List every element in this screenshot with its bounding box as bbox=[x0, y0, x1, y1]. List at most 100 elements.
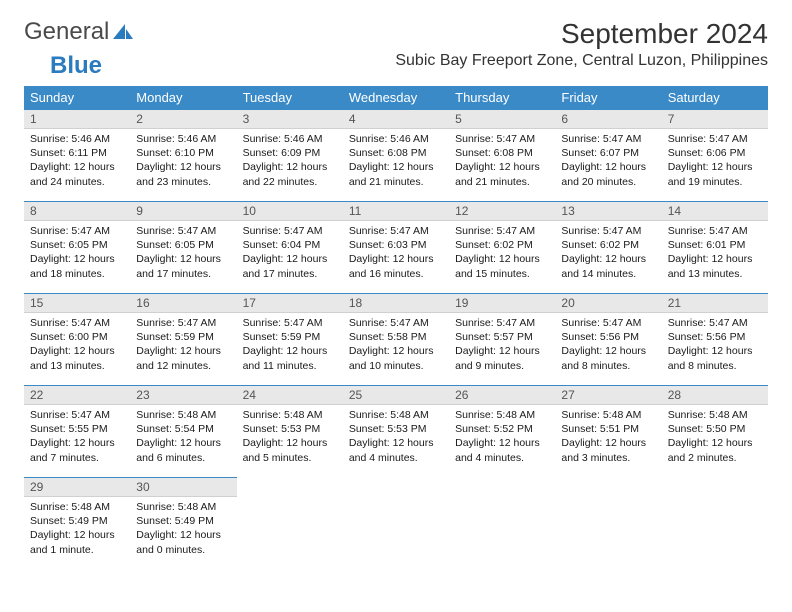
day-number: 15 bbox=[24, 294, 130, 313]
day-details: Sunrise: 5:47 AMSunset: 5:56 PMDaylight:… bbox=[555, 313, 661, 376]
day-number: 8 bbox=[24, 202, 130, 221]
day-details: Sunrise: 5:48 AMSunset: 5:51 PMDaylight:… bbox=[555, 405, 661, 468]
logo-sail-icon bbox=[112, 23, 134, 41]
day-number: 21 bbox=[662, 294, 768, 313]
calendar-day: 7Sunrise: 5:47 AMSunset: 6:06 PMDaylight… bbox=[662, 109, 768, 201]
day-details: Sunrise: 5:47 AMSunset: 6:07 PMDaylight:… bbox=[555, 129, 661, 192]
day-number: 10 bbox=[237, 202, 343, 221]
day-details: Sunrise: 5:47 AMSunset: 6:01 PMDaylight:… bbox=[662, 221, 768, 284]
day-number: 16 bbox=[130, 294, 236, 313]
day-number: 2 bbox=[130, 110, 236, 129]
calendar-day: 20Sunrise: 5:47 AMSunset: 5:56 PMDayligh… bbox=[555, 293, 661, 385]
day-details: Sunrise: 5:48 AMSunset: 5:54 PMDaylight:… bbox=[130, 405, 236, 468]
day-number: 23 bbox=[130, 386, 236, 405]
day-details: Sunrise: 5:47 AMSunset: 5:55 PMDaylight:… bbox=[24, 405, 130, 468]
day-number: 25 bbox=[343, 386, 449, 405]
day-number: 9 bbox=[130, 202, 236, 221]
calendar-day: 12Sunrise: 5:47 AMSunset: 6:02 PMDayligh… bbox=[449, 201, 555, 293]
calendar-empty bbox=[555, 477, 661, 569]
calendar-day: 18Sunrise: 5:47 AMSunset: 5:58 PMDayligh… bbox=[343, 293, 449, 385]
calendar-day: 29Sunrise: 5:48 AMSunset: 5:49 PMDayligh… bbox=[24, 477, 130, 569]
calendar-day: 27Sunrise: 5:48 AMSunset: 5:51 PMDayligh… bbox=[555, 385, 661, 477]
day-details: Sunrise: 5:46 AMSunset: 6:08 PMDaylight:… bbox=[343, 129, 449, 192]
day-number: 29 bbox=[24, 478, 130, 497]
calendar-day: 21Sunrise: 5:47 AMSunset: 5:56 PMDayligh… bbox=[662, 293, 768, 385]
day-details: Sunrise: 5:47 AMSunset: 5:59 PMDaylight:… bbox=[237, 313, 343, 376]
day-details: Sunrise: 5:47 AMSunset: 6:02 PMDaylight:… bbox=[449, 221, 555, 284]
weekday-header: Sunday bbox=[24, 86, 130, 109]
calendar-day: 8Sunrise: 5:47 AMSunset: 6:05 PMDaylight… bbox=[24, 201, 130, 293]
calendar-day: 15Sunrise: 5:47 AMSunset: 6:00 PMDayligh… bbox=[24, 293, 130, 385]
day-details: Sunrise: 5:47 AMSunset: 5:59 PMDaylight:… bbox=[130, 313, 236, 376]
calendar-empty bbox=[662, 477, 768, 569]
day-details: Sunrise: 5:47 AMSunset: 6:06 PMDaylight:… bbox=[662, 129, 768, 192]
day-number: 26 bbox=[449, 386, 555, 405]
calendar-day: 16Sunrise: 5:47 AMSunset: 5:59 PMDayligh… bbox=[130, 293, 236, 385]
day-number: 7 bbox=[662, 110, 768, 129]
weekday-header: Friday bbox=[555, 86, 661, 109]
calendar-day: 26Sunrise: 5:48 AMSunset: 5:52 PMDayligh… bbox=[449, 385, 555, 477]
day-details: Sunrise: 5:47 AMSunset: 6:05 PMDaylight:… bbox=[130, 221, 236, 284]
calendar-row: 8Sunrise: 5:47 AMSunset: 6:05 PMDaylight… bbox=[24, 201, 768, 293]
day-details: Sunrise: 5:46 AMSunset: 6:09 PMDaylight:… bbox=[237, 129, 343, 192]
day-details: Sunrise: 5:46 AMSunset: 6:11 PMDaylight:… bbox=[24, 129, 130, 192]
calendar-row: 29Sunrise: 5:48 AMSunset: 5:49 PMDayligh… bbox=[24, 477, 768, 569]
calendar-day: 30Sunrise: 5:48 AMSunset: 5:49 PMDayligh… bbox=[130, 477, 236, 569]
day-details: Sunrise: 5:47 AMSunset: 6:00 PMDaylight:… bbox=[24, 313, 130, 376]
calendar-day: 19Sunrise: 5:47 AMSunset: 5:57 PMDayligh… bbox=[449, 293, 555, 385]
day-details: Sunrise: 5:48 AMSunset: 5:52 PMDaylight:… bbox=[449, 405, 555, 468]
calendar-day: 1Sunrise: 5:46 AMSunset: 6:11 PMDaylight… bbox=[24, 109, 130, 201]
day-details: Sunrise: 5:47 AMSunset: 5:56 PMDaylight:… bbox=[662, 313, 768, 376]
day-details: Sunrise: 5:48 AMSunset: 5:50 PMDaylight:… bbox=[662, 405, 768, 468]
day-details: Sunrise: 5:47 AMSunset: 5:58 PMDaylight:… bbox=[343, 313, 449, 376]
weekday-header: Thursday bbox=[449, 86, 555, 109]
calendar-day: 13Sunrise: 5:47 AMSunset: 6:02 PMDayligh… bbox=[555, 201, 661, 293]
weekday-header: Tuesday bbox=[237, 86, 343, 109]
calendar-day: 4Sunrise: 5:46 AMSunset: 6:08 PMDaylight… bbox=[343, 109, 449, 201]
day-number: 1 bbox=[24, 110, 130, 129]
calendar-row: 1Sunrise: 5:46 AMSunset: 6:11 PMDaylight… bbox=[24, 109, 768, 201]
day-number: 20 bbox=[555, 294, 661, 313]
day-number: 13 bbox=[555, 202, 661, 221]
day-number: 28 bbox=[662, 386, 768, 405]
calendar-row: 22Sunrise: 5:47 AMSunset: 5:55 PMDayligh… bbox=[24, 385, 768, 477]
weekday-header: Wednesday bbox=[343, 86, 449, 109]
calendar-body: 1Sunrise: 5:46 AMSunset: 6:11 PMDaylight… bbox=[24, 109, 768, 569]
day-details: Sunrise: 5:47 AMSunset: 6:05 PMDaylight:… bbox=[24, 221, 130, 284]
calendar-day: 23Sunrise: 5:48 AMSunset: 5:54 PMDayligh… bbox=[130, 385, 236, 477]
day-details: Sunrise: 5:47 AMSunset: 6:02 PMDaylight:… bbox=[555, 221, 661, 284]
calendar-day: 9Sunrise: 5:47 AMSunset: 6:05 PMDaylight… bbox=[130, 201, 236, 293]
day-number: 5 bbox=[449, 110, 555, 129]
day-number: 14 bbox=[662, 202, 768, 221]
day-details: Sunrise: 5:47 AMSunset: 5:57 PMDaylight:… bbox=[449, 313, 555, 376]
calendar-day: 22Sunrise: 5:47 AMSunset: 5:55 PMDayligh… bbox=[24, 385, 130, 477]
day-number: 27 bbox=[555, 386, 661, 405]
calendar-day: 28Sunrise: 5:48 AMSunset: 5:50 PMDayligh… bbox=[662, 385, 768, 477]
calendar-table: SundayMondayTuesdayWednesdayThursdayFrid… bbox=[24, 86, 768, 569]
day-number: 11 bbox=[343, 202, 449, 221]
day-details: Sunrise: 5:47 AMSunset: 6:08 PMDaylight:… bbox=[449, 129, 555, 192]
day-number: 17 bbox=[237, 294, 343, 313]
calendar-day: 6Sunrise: 5:47 AMSunset: 6:07 PMDaylight… bbox=[555, 109, 661, 201]
month-title: September 2024 bbox=[395, 18, 768, 50]
day-number: 24 bbox=[237, 386, 343, 405]
day-details: Sunrise: 5:46 AMSunset: 6:10 PMDaylight:… bbox=[130, 129, 236, 192]
calendar-day: 25Sunrise: 5:48 AMSunset: 5:53 PMDayligh… bbox=[343, 385, 449, 477]
day-number: 4 bbox=[343, 110, 449, 129]
weekday-header: Saturday bbox=[662, 86, 768, 109]
day-details: Sunrise: 5:47 AMSunset: 6:03 PMDaylight:… bbox=[343, 221, 449, 284]
calendar-empty bbox=[449, 477, 555, 569]
calendar-day: 3Sunrise: 5:46 AMSunset: 6:09 PMDaylight… bbox=[237, 109, 343, 201]
day-details: Sunrise: 5:48 AMSunset: 5:49 PMDaylight:… bbox=[24, 497, 130, 560]
calendar-day: 24Sunrise: 5:48 AMSunset: 5:53 PMDayligh… bbox=[237, 385, 343, 477]
day-number: 3 bbox=[237, 110, 343, 129]
logo: General bbox=[24, 18, 134, 46]
day-details: Sunrise: 5:48 AMSunset: 5:53 PMDaylight:… bbox=[237, 405, 343, 468]
day-number: 12 bbox=[449, 202, 555, 221]
calendar-day: 14Sunrise: 5:47 AMSunset: 6:01 PMDayligh… bbox=[662, 201, 768, 293]
day-details: Sunrise: 5:48 AMSunset: 5:53 PMDaylight:… bbox=[343, 405, 449, 468]
day-number: 6 bbox=[555, 110, 661, 129]
calendar-day: 10Sunrise: 5:47 AMSunset: 6:04 PMDayligh… bbox=[237, 201, 343, 293]
logo-text-1: General bbox=[24, 18, 109, 46]
calendar-day: 11Sunrise: 5:47 AMSunset: 6:03 PMDayligh… bbox=[343, 201, 449, 293]
